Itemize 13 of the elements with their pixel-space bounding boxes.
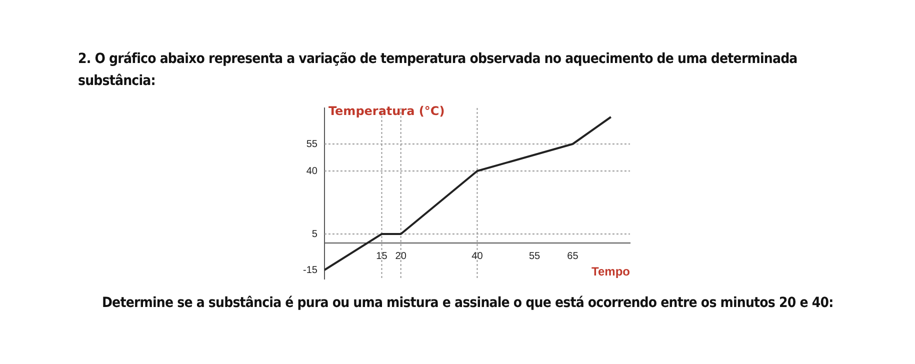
y-tick-label: 55 [306,138,318,150]
x-tick-label: 15 [376,250,388,262]
y-tick-label: 5 [312,228,318,240]
text: Determine se a substância é pura ou uma mistura e assinale o que está ocorrendo entre os minutos 20 e 40: [102,294,834,313]
x-axis-title: Tempo [592,264,630,279]
y-axis-title: Temperatura (°C) [328,104,445,118]
x-tick-label: 55 [528,250,541,262]
x-tick-label: 40 [472,250,484,262]
y-tick-label: -15 [303,264,318,276]
x-tick-label: 65 [567,250,579,262]
chart-title: 2. O gráfico abaixo representa a variação de temperatura observada no aquecimento de uma determinada substância: [78,50,798,91]
y-tick-label: 40 [306,166,318,177]
x-tick-label: 20 [395,250,407,262]
